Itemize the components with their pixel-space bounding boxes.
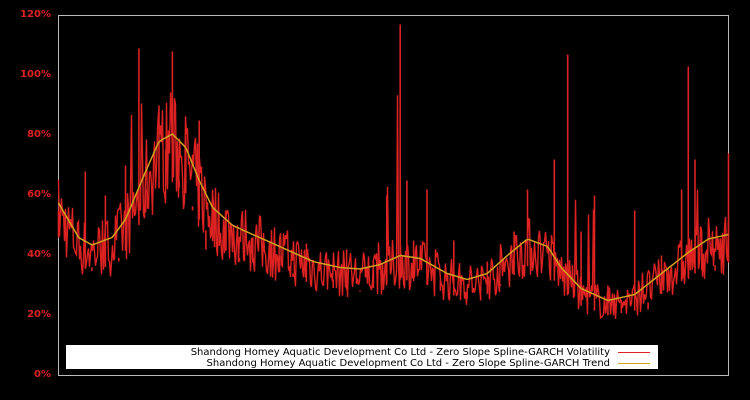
legend-swatch-line-icon xyxy=(618,351,650,353)
chart-legend: Shandong Homey Aquatic Development Co Lt… xyxy=(66,345,658,369)
y-tick-label: 0% xyxy=(34,369,51,380)
plot-frame xyxy=(58,15,729,376)
legend-label: Shandong Homey Aquatic Development Co Lt… xyxy=(206,357,610,369)
y-tick-label: 100% xyxy=(20,69,51,80)
trend-series xyxy=(57,133,729,302)
y-tick-label: 40% xyxy=(27,249,51,260)
legend-label: Shandong Homey Aquatic Development Co Lt… xyxy=(190,346,610,358)
y-tick-label: 60% xyxy=(27,189,51,200)
y-tick-label: 20% xyxy=(27,309,51,320)
legend-swatch-line-icon xyxy=(618,362,650,364)
legend-item-volatility: Shandong Homey Aquatic Development Co Lt… xyxy=(191,346,650,358)
y-tick-label: 120% xyxy=(20,9,51,20)
legend-item-trend: Shandong Homey Aquatic Development Co Lt… xyxy=(207,357,650,369)
y-tick-label: 80% xyxy=(27,129,51,140)
volatility-series xyxy=(57,24,730,320)
